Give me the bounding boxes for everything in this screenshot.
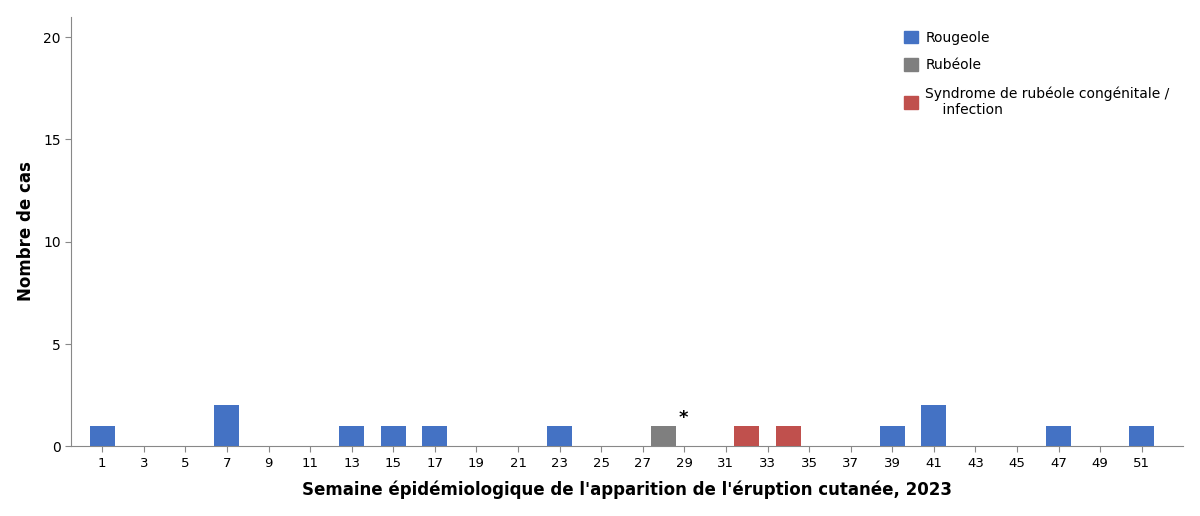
Bar — [90, 426, 115, 446]
Bar — [422, 426, 448, 446]
Bar — [340, 426, 364, 446]
Bar — [215, 406, 240, 446]
Y-axis label: Nombre de cas: Nombre de cas — [17, 162, 35, 301]
Bar — [380, 426, 406, 446]
X-axis label: Semaine épidémiologique de l'apparition de l'éruption cutanée, 2023: Semaine épidémiologique de l'apparition … — [302, 481, 952, 499]
Bar — [922, 406, 947, 446]
Bar — [1046, 426, 1072, 446]
Legend: Rougeole, Rubéole, Syndrome de rubéole congénitale /
    infection: Rougeole, Rubéole, Syndrome de rubéole c… — [898, 24, 1176, 124]
Bar — [776, 426, 800, 446]
Bar — [1129, 426, 1154, 446]
Text: *: * — [678, 409, 688, 427]
Bar — [652, 426, 676, 446]
Bar — [734, 426, 760, 446]
Bar — [547, 426, 572, 446]
Bar — [880, 426, 905, 446]
